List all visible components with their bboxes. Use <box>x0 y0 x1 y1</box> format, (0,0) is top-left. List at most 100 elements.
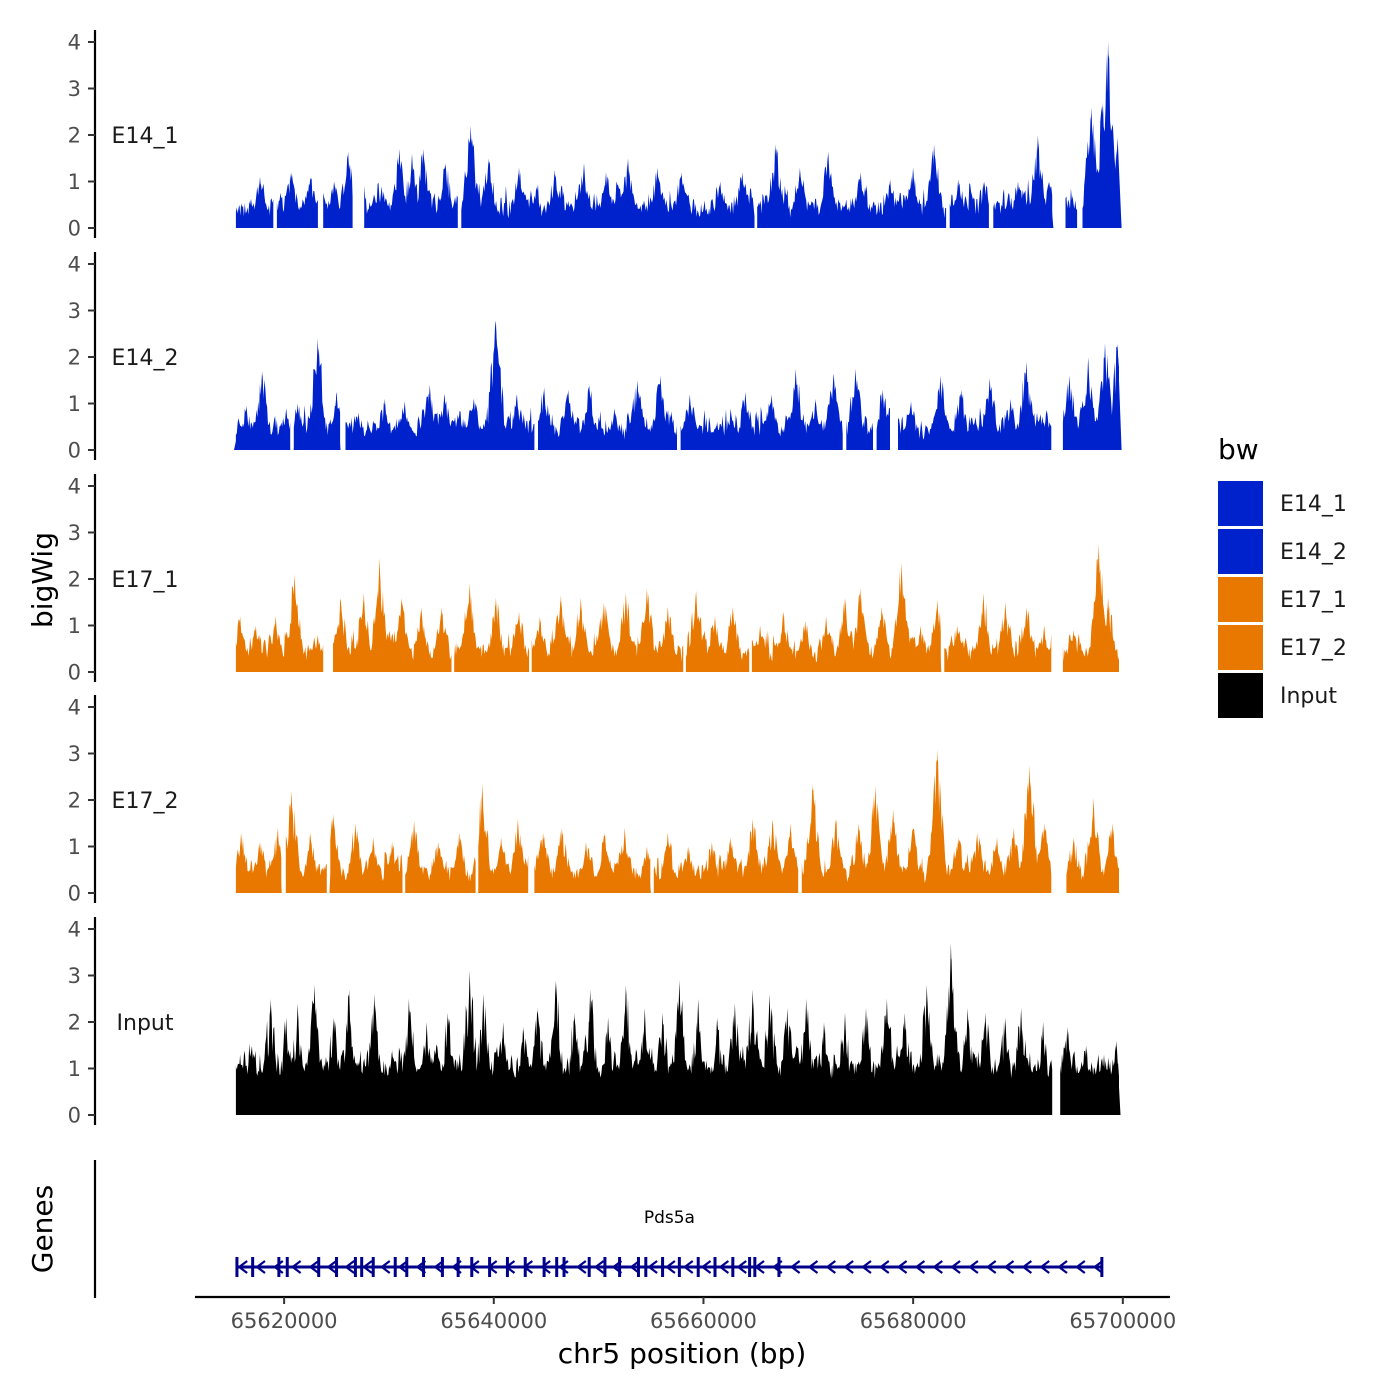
signal-peak <box>1068 195 1077 228</box>
strand-arrow <box>718 1260 730 1274</box>
strand-arrow <box>736 1260 747 1274</box>
signal-peak <box>748 818 757 893</box>
signal-peak <box>332 391 341 450</box>
signal-peak <box>933 748 942 893</box>
exon <box>488 1257 492 1277</box>
track-label: E17_1 <box>112 568 179 593</box>
exon <box>353 1257 357 1277</box>
signal-peak <box>310 984 319 1115</box>
signal-peak <box>711 616 719 672</box>
exon <box>371 1257 375 1277</box>
exon <box>542 1257 546 1277</box>
strand-arrow <box>290 1260 302 1274</box>
signal-peak <box>963 1008 972 1115</box>
signal-area <box>235 320 1119 450</box>
signal-peak <box>854 823 863 893</box>
signal-peak <box>410 820 419 893</box>
y-tick-label: 4 <box>68 253 81 277</box>
signal-peak <box>738 172 747 228</box>
signal-peak <box>675 980 684 1115</box>
track-label: E14_1 <box>112 124 179 149</box>
exon <box>555 1257 559 1277</box>
strand-arrow <box>1039 1260 1050 1274</box>
legend-entry: E14_2 <box>1218 529 1347 574</box>
signal-peak <box>1084 357 1093 450</box>
x-tick-label: 65640000 <box>440 1309 547 1333</box>
track-e14-1: 0 1 2 3 4 E14_1 <box>68 30 1122 241</box>
signal-peak <box>621 593 630 672</box>
signal-peak <box>1025 765 1034 893</box>
exon <box>523 1257 527 1277</box>
exon <box>696 1257 700 1277</box>
signal-peak <box>443 1012 452 1115</box>
signal-peak <box>811 398 820 450</box>
signal-peak <box>779 611 788 672</box>
signal-peak <box>1113 343 1122 450</box>
signal-peak <box>293 403 302 450</box>
strand-arrow <box>326 1260 337 1274</box>
strand-arrow <box>362 1260 373 1274</box>
strand-arrow <box>575 1260 587 1274</box>
signal-peak <box>741 391 750 450</box>
y-tick-label: 3 <box>68 521 81 545</box>
y-tick-label: 0 <box>68 217 81 241</box>
strand-arrow <box>237 1260 248 1274</box>
signal-peak <box>980 181 989 228</box>
signal-peak <box>936 375 945 450</box>
strand-arrow <box>843 1260 854 1274</box>
signal-peak <box>256 841 264 893</box>
signal-peak <box>1042 412 1051 450</box>
signal-peak <box>556 595 565 672</box>
legend-swatch <box>1218 577 1263 622</box>
signal-peak <box>653 167 662 228</box>
signal-peak <box>1108 823 1117 893</box>
signal-peak <box>580 162 588 228</box>
x-tick-label: 65680000 <box>860 1309 967 1333</box>
signal-peak <box>513 818 522 893</box>
signal-peak <box>771 144 780 228</box>
legend-swatch <box>1218 481 1263 526</box>
signal-peak <box>985 377 994 450</box>
signal-peak <box>957 389 966 450</box>
signal-peak <box>824 151 833 228</box>
genes-panel: Genes Pds5a <box>26 1160 1104 1298</box>
signal-peak <box>610 408 619 450</box>
signal-peak <box>417 606 426 672</box>
y-tick-label: 0 <box>68 882 81 906</box>
signal-peak <box>397 597 406 672</box>
strand-arrow <box>1092 1260 1104 1274</box>
signal-peak <box>287 172 296 228</box>
signal-peak <box>287 790 296 893</box>
signal-peak <box>600 832 609 893</box>
signal-peak <box>344 151 353 228</box>
signal-peak <box>380 398 389 450</box>
exon <box>618 1257 622 1277</box>
exon <box>360 1257 364 1277</box>
y-tick-label: 4 <box>68 475 81 499</box>
signal-peak <box>535 616 544 672</box>
strand-arrow <box>1057 1260 1068 1274</box>
signal-peak <box>237 832 246 893</box>
signal-peak <box>1104 597 1113 672</box>
signal-peak <box>242 405 251 450</box>
signal-peak <box>599 602 608 672</box>
signal-peak <box>1069 630 1078 672</box>
signal-peak <box>900 1012 909 1115</box>
signal-peak <box>1045 181 1054 228</box>
y-tick-label: 2 <box>68 789 81 813</box>
signal-peak <box>981 1012 990 1115</box>
signal-peak <box>236 616 245 672</box>
exon <box>661 1257 665 1277</box>
signal-peak <box>897 562 906 672</box>
strand-arrow <box>700 1260 712 1274</box>
signal-peak <box>633 380 642 450</box>
legend-swatch <box>1218 625 1263 670</box>
strand-arrow <box>665 1260 676 1274</box>
signal-peak <box>540 387 549 450</box>
legend-entry: E17_2 <box>1218 625 1347 670</box>
strand-arrow <box>950 1260 961 1274</box>
signal-peak <box>802 998 811 1115</box>
signal-peak <box>871 786 880 893</box>
strand-arrow <box>789 1260 801 1274</box>
signal-peak <box>539 832 548 893</box>
